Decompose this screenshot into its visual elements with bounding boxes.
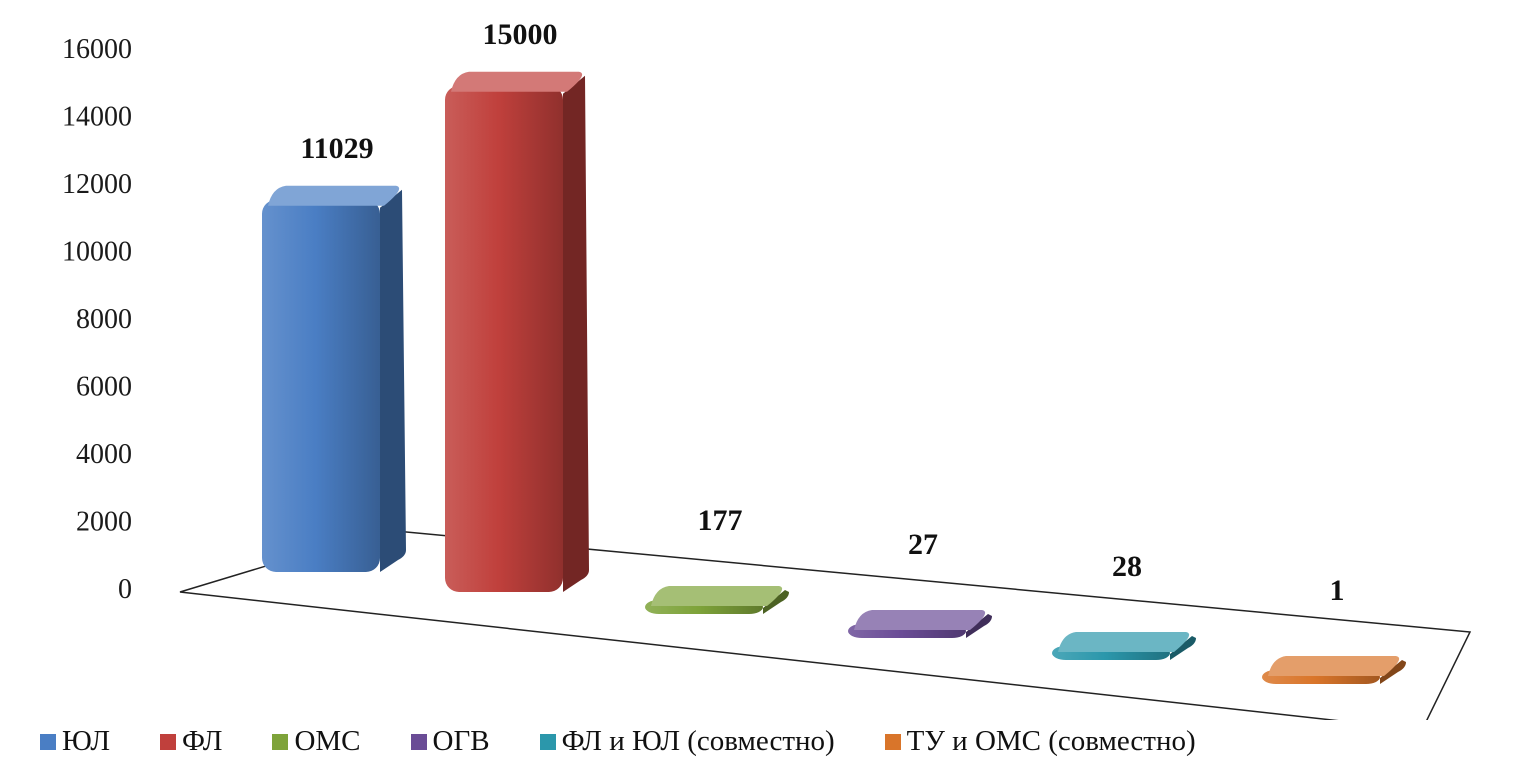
bar-front — [445, 85, 563, 592]
bar-1 — [262, 185, 406, 573]
bar-top — [268, 185, 400, 206]
y-tick-label: 16000 — [62, 34, 132, 65]
y-tick-label: 8000 — [76, 304, 132, 335]
bar-side — [1380, 660, 1406, 684]
bar-side — [380, 189, 406, 573]
legend-item: ФЛ — [160, 725, 222, 758]
legend-label: ОМС — [294, 725, 361, 757]
y-tick-label: 12000 — [62, 169, 132, 200]
y-tick-label: 4000 — [76, 439, 132, 470]
legend-label: ЮЛ — [62, 725, 111, 757]
bar-side — [563, 75, 589, 592]
data-labels: 11029 15000 177 27 28 1 — [300, 18, 1344, 607]
bar-top — [651, 586, 783, 606]
bar-side — [1170, 636, 1196, 660]
legend-label: ТУ и ОМС (совместно) — [906, 725, 1196, 757]
bar-6 — [1262, 656, 1406, 684]
legend-label: ФЛ и ЮЛ (совместно) — [561, 725, 835, 757]
y-tick-label: 0 — [118, 574, 132, 605]
bar-top — [451, 71, 583, 92]
legend-swatch — [884, 733, 901, 750]
bar-side — [966, 614, 992, 638]
legend: ЮЛ ФЛ ОМС ОГВ ФЛ и ЮЛ (совместно) ТУ и ОМС (с… — [40, 725, 1196, 758]
data-label: 177 — [698, 504, 743, 537]
y-tick-label: 14000 — [62, 102, 132, 133]
bar-3 — [645, 586, 789, 614]
legend-item: ЮЛ — [40, 725, 110, 758]
bar-5 — [1052, 632, 1196, 660]
data-label: 27 — [908, 528, 938, 561]
data-label: 1 — [1330, 574, 1345, 607]
legend-swatch — [160, 733, 177, 750]
legend-item: ТУ и ОМС (совместно) — [884, 725, 1196, 758]
bar-2 — [445, 71, 589, 592]
y-tick-label: 10000 — [62, 237, 132, 268]
bar-top — [1268, 656, 1400, 676]
legend-item: ФЛ и ЮЛ (совместно) — [539, 725, 835, 758]
bar-top — [1058, 632, 1190, 652]
y-tick-label: 2000 — [76, 507, 132, 538]
legend-swatch — [539, 733, 556, 750]
data-label: 15000 — [483, 18, 558, 51]
legend-item: ОГВ — [410, 725, 490, 758]
legend-swatch — [40, 733, 56, 750]
y-axis: 0 2000 4000 6000 8000 10000 12000 14000 16000 — [62, 34, 132, 605]
bar-top — [854, 610, 986, 630]
legend-item: ОМС — [272, 725, 361, 758]
bar-4 — [848, 610, 992, 638]
y-tick-label: 6000 — [76, 372, 132, 403]
bars — [262, 71, 1406, 684]
bar-front — [262, 199, 380, 573]
legend-swatch — [410, 733, 427, 750]
legend-swatch — [272, 733, 289, 750]
bar-side — [763, 590, 789, 614]
legend-label: ФЛ — [182, 725, 223, 757]
data-label: 11029 — [300, 132, 373, 165]
data-label: 28 — [1112, 550, 1142, 583]
legend-label: ОГВ — [432, 725, 490, 757]
